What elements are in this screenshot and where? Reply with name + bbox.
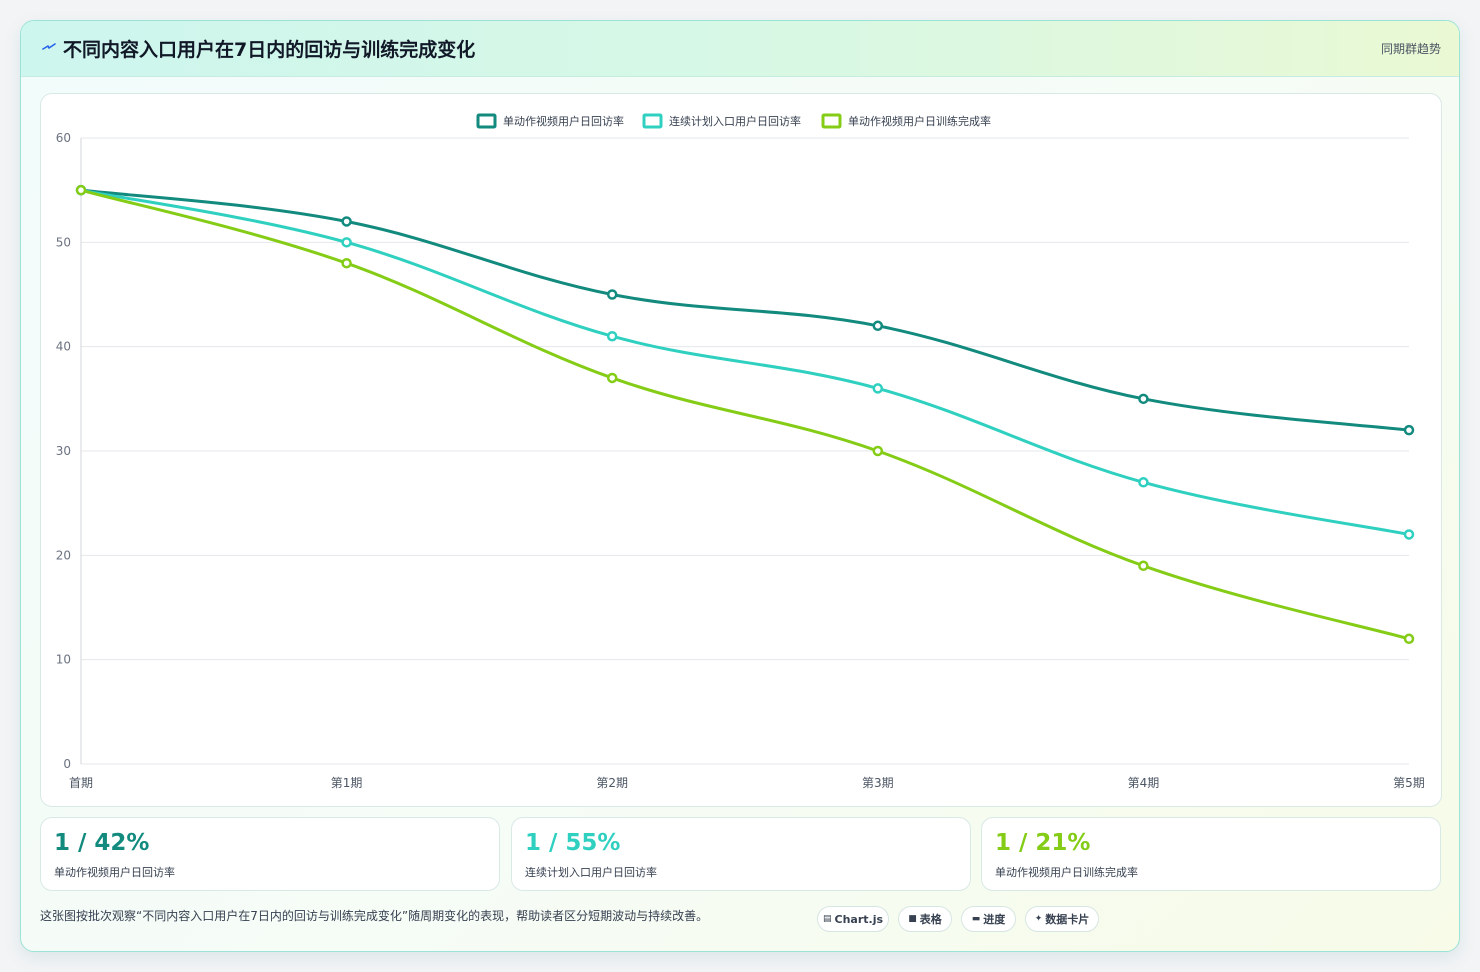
stat-value: 1 / 42% bbox=[54, 830, 150, 856]
series-2 bbox=[75, 184, 1415, 540]
x-tick-label: 第5期 bbox=[1393, 776, 1425, 790]
data-point bbox=[75, 184, 87, 196]
chart-icon: ▤ bbox=[822, 914, 832, 924]
chartjs-pill[interactable]: ▤ Chart.js bbox=[817, 906, 889, 932]
legend-swatch bbox=[642, 113, 663, 129]
legend-swatch bbox=[821, 113, 842, 129]
data-point bbox=[1403, 424, 1415, 436]
chart-panel: 不同内容入口用户在7日内的回访与训练完成变化 同期群趋势 0 10 20 30 40 50… bbox=[20, 20, 1460, 952]
legend-label: 连续计划入口用户日回访率 bbox=[669, 114, 801, 128]
data-point bbox=[872, 383, 884, 394]
stat-label: 单动作视频用户日回访率 bbox=[54, 866, 175, 879]
y-tick-label: 30 bbox=[56, 444, 71, 458]
y-tick-label: 50 bbox=[56, 235, 71, 249]
line-chart: 0 10 20 30 40 50 60 首期 第1期 第2期 第3期 第4期 第5期 单动作视频用户日回… bbox=[56, 113, 1425, 790]
cohort-trend-link[interactable]: 同期群趋势 bbox=[1380, 42, 1441, 56]
series-3 bbox=[75, 184, 1415, 645]
panel-header: 不同内容入口用户在7日内的回访与训练完成变化 同期群趋势 bbox=[21, 21, 1459, 77]
data-card-pill[interactable]: ✦ 数据卡片 bbox=[1025, 906, 1099, 932]
y-tick-label: 60 bbox=[56, 131, 71, 145]
stat-value: 1 / 21% bbox=[995, 830, 1091, 856]
data-point bbox=[1403, 633, 1415, 645]
x-tick-label: 第4期 bbox=[1128, 776, 1160, 790]
data-point bbox=[341, 257, 352, 269]
legend-swatch bbox=[476, 113, 497, 129]
y-tick-label: 40 bbox=[56, 340, 71, 354]
data-point bbox=[341, 216, 352, 227]
page-title: 不同内容入口用户在7日内的回访与训练完成变化 bbox=[63, 39, 476, 61]
data-point bbox=[1138, 393, 1149, 405]
data-point bbox=[341, 237, 352, 248]
data-point bbox=[1138, 477, 1149, 488]
legend-label: 单动作视频用户日训练完成率 bbox=[848, 114, 991, 128]
chart-card: 0 10 20 30 40 50 60 首期 第1期 第2期 第3期 第4期 第5期 单动作视频用户日回… bbox=[40, 93, 1442, 807]
legend-item: 连续计划入口用户日回访率 bbox=[642, 113, 801, 129]
stat-label: 连续计划入口用户日回访率 bbox=[525, 866, 657, 879]
stat-label: 单动作视频用户日训练完成率 bbox=[995, 866, 1138, 879]
x-tick-label: 第1期 bbox=[331, 776, 363, 790]
stat-card-plan-revisit: 1 / 55% 连续计划入口用户日回访率 bbox=[511, 817, 971, 891]
x-tick-label: 第2期 bbox=[596, 776, 628, 790]
progress-pill[interactable]: ▬ 进度 bbox=[961, 906, 1016, 932]
series-line bbox=[79, 188, 1411, 641]
data-point bbox=[606, 289, 618, 300]
progress-icon: ▬ bbox=[971, 914, 981, 924]
pill-label: 进度 bbox=[983, 913, 1006, 926]
data-point bbox=[606, 372, 618, 384]
footer-description: 这张图按批次观察“不同内容入口用户在7日内的回访与训练完成变化”随周期变化的表现… bbox=[40, 909, 709, 923]
y-tick-label: 0 bbox=[63, 757, 71, 771]
legend-item: 单动作视频用户日训练完成率 bbox=[821, 113, 991, 129]
series-line bbox=[79, 188, 1411, 536]
bolt-icon bbox=[42, 43, 56, 50]
data-point bbox=[606, 330, 618, 342]
legend-item: 单动作视频用户日回访率 bbox=[476, 113, 624, 129]
data-point bbox=[872, 445, 884, 457]
y-tick-label: 20 bbox=[56, 548, 71, 562]
stat-card-video-revisit: 1 / 42% 单动作视频用户日回访率 bbox=[40, 817, 500, 891]
y-tick-label: 10 bbox=[56, 653, 71, 667]
table-pill[interactable]: ■ 表格 bbox=[898, 906, 952, 932]
series-1 bbox=[75, 184, 1415, 436]
pill-label: Chart.js bbox=[834, 912, 884, 926]
stat-card-video-completion: 1 / 21% 单动作视频用户日训练完成率 bbox=[981, 817, 1441, 891]
x-tick-label: 第3期 bbox=[862, 776, 894, 790]
stat-value: 1 / 55% bbox=[525, 830, 621, 856]
series-line bbox=[79, 188, 1411, 432]
sparkle-icon: ✦ bbox=[1034, 914, 1043, 924]
data-point bbox=[1138, 560, 1149, 572]
data-point bbox=[1403, 529, 1415, 540]
pill-label: 表格 bbox=[919, 913, 942, 926]
data-point bbox=[872, 320, 884, 332]
table-icon: ■ bbox=[908, 914, 917, 924]
x-tick-label: 首期 bbox=[69, 776, 93, 790]
legend-label: 单动作视频用户日回访率 bbox=[503, 114, 624, 128]
pill-label: 数据卡片 bbox=[1045, 913, 1090, 926]
